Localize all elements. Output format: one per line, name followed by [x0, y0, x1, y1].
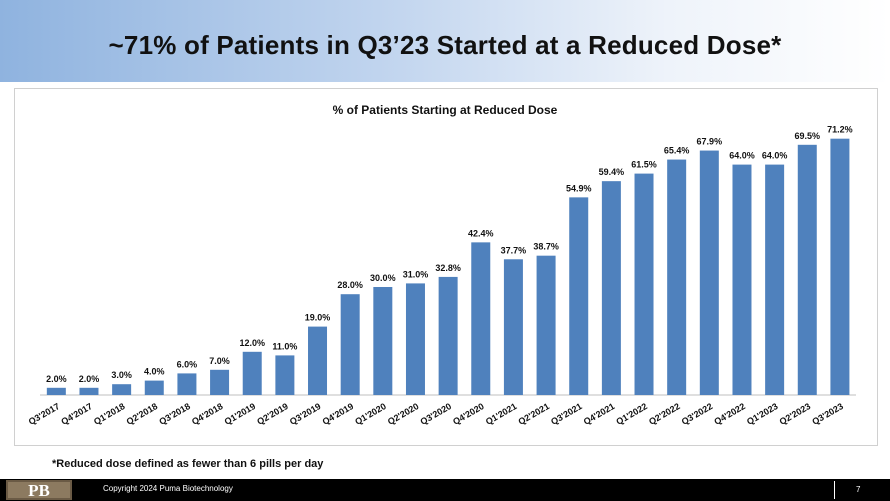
x-tick-label-Q4'2021: Q4'2021: [582, 401, 617, 427]
bar-Q2'2022: [667, 159, 687, 395]
data-label-Q3'2020: 32.8%: [435, 263, 461, 273]
x-tick-label-Q3'2018: Q3'2018: [157, 401, 192, 427]
bar-Q3'2023: [830, 138, 850, 395]
bar-Q1'2019: [242, 351, 262, 395]
bar-Q2'2020: [405, 283, 425, 395]
data-labels-layer: 2.0% 2.0% 3.0% 4.0% 6.0% 7.0% 12.0% 11.0% 19.0% 2…: [46, 125, 853, 384]
bar-Q3'2017: [46, 387, 66, 395]
bar-Q1'2020: [373, 287, 393, 395]
data-label-Q2'2020: 31.0%: [403, 269, 429, 279]
x-tick-label-Q1'2022: Q1'2022: [614, 401, 649, 427]
x-tick-label-Q4'2020: Q4'2020: [451, 401, 486, 427]
bar-Q3'2019: [308, 326, 328, 395]
x-tick-label-Q1'2023: Q1'2023: [745, 401, 780, 427]
x-tick-label-Q1'2018: Q1'2018: [92, 401, 127, 427]
bar-Q4'2018: [210, 369, 230, 395]
data-label-Q1'2023: 64.0%: [762, 151, 788, 161]
bar-Q3'2021: [569, 197, 589, 395]
bar-Q3'2018: [177, 373, 197, 395]
bar-Q1'2021: [503, 259, 523, 395]
x-tick-label-Q2'2018: Q2'2018: [125, 401, 160, 427]
puma-logo-icon: PB: [6, 480, 72, 500]
chart-title: % of Patients Starting at Reduced Dose: [333, 103, 558, 117]
copyright-text: Copyright 2024 Puma Biotechnology: [103, 484, 233, 493]
bar-Q1'2023: [765, 164, 785, 395]
slide-title: ~71% of Patients in Q3’23 Started at a R…: [108, 30, 782, 60]
x-tick-label-Q3'2017: Q3'2017: [27, 401, 62, 427]
bar-Q2'2019: [275, 355, 295, 395]
data-label-Q2'2018: 4.0%: [144, 367, 165, 377]
bar-Q1'2022: [634, 173, 654, 395]
data-label-Q3'2017: 2.0%: [46, 374, 67, 384]
x-tick-label-Q4'2017: Q4'2017: [59, 401, 94, 427]
data-label-Q2'2021: 38.7%: [533, 242, 559, 252]
x-tick-label-Q2'2022: Q2'2022: [647, 401, 682, 427]
data-label-Q1'2022: 61.5%: [631, 160, 657, 170]
bar-Q4'2019: [340, 294, 360, 395]
data-label-Q1'2018: 3.0%: [111, 370, 132, 380]
data-label-Q3'2018: 6.0%: [177, 359, 198, 369]
x-tick-label-Q1'2021: Q1'2021: [484, 401, 519, 427]
data-label-Q1'2021: 37.7%: [501, 245, 527, 255]
bar-Q2'2023: [797, 144, 817, 395]
data-label-Q4'2018: 7.0%: [209, 356, 230, 366]
footer-divider: [834, 481, 835, 499]
x-tick-label-Q3'2021: Q3'2021: [549, 401, 584, 427]
x-tick-label-Q4'2019: Q4'2019: [321, 401, 356, 427]
bar-Q3'2020: [438, 276, 458, 395]
data-label-Q4'2017: 2.0%: [79, 374, 100, 384]
x-tick-label-Q3'2023: Q3'2023: [810, 401, 845, 427]
x-tick-label-Q2'2021: Q2'2021: [516, 401, 551, 427]
bar-Q4'2020: [471, 242, 491, 395]
x-tick-label-Q4'2022: Q4'2022: [712, 401, 747, 427]
bar-Q4'2022: [732, 164, 752, 395]
data-label-Q3'2022: 67.9%: [697, 137, 723, 147]
data-label-Q4'2022: 64.0%: [729, 151, 755, 161]
x-tick-label-Q2'2020: Q2'2020: [386, 401, 421, 427]
x-tick-label-Q1'2020: Q1'2020: [353, 401, 388, 427]
data-label-Q2'2019: 11.0%: [272, 341, 297, 351]
x-tick-label-Q3'2019: Q3'2019: [288, 401, 323, 427]
x-tick-label-Q1'2019: Q1'2019: [223, 401, 258, 427]
data-label-Q4'2021: 59.4%: [599, 167, 625, 177]
bar-Q4'2021: [601, 181, 621, 395]
bar-Q2'2021: [536, 255, 556, 395]
data-label-Q2'2023: 69.5%: [795, 131, 821, 141]
data-label-Q3'2019: 19.0%: [305, 313, 331, 323]
page-number: 7: [856, 485, 861, 494]
data-label-Q4'2019: 28.0%: [337, 280, 363, 290]
logo-text: PB: [28, 481, 50, 500]
x-tick-label-Q2'2019: Q2'2019: [255, 401, 290, 427]
x-tick-label-Q3'2020: Q3'2020: [419, 401, 454, 427]
footer-bar: PB Copyright 2024 Puma Biotechnology 7: [0, 479, 890, 501]
data-label-Q4'2020: 42.4%: [468, 228, 494, 238]
data-label-Q3'2021: 54.9%: [566, 183, 592, 193]
bar-Q1'2018: [112, 384, 132, 395]
x-tick-labels-layer: Q3'2017Q4'2017Q1'2018Q2'2018Q3'2018Q4'20…: [27, 401, 845, 427]
data-label-Q2'2022: 65.4%: [664, 146, 690, 156]
x-tick-label-Q4'2018: Q4'2018: [190, 401, 225, 427]
bar-Q4'2017: [79, 387, 99, 395]
bars-layer: [46, 138, 850, 395]
bar-Q2'2018: [144, 380, 164, 395]
bar-Q3'2022: [699, 150, 719, 395]
x-tick-label-Q2'2023: Q2'2023: [778, 401, 813, 427]
slide-header: [0, 0, 890, 82]
data-label-Q1'2019: 12.0%: [239, 338, 265, 348]
data-label-Q1'2020: 30.0%: [370, 273, 396, 283]
x-tick-label-Q3'2022: Q3'2022: [680, 401, 715, 427]
footnote: *Reduced dose defined as fewer than 6 pi…: [52, 458, 324, 470]
data-label-Q3'2023: 71.2%: [827, 125, 853, 135]
